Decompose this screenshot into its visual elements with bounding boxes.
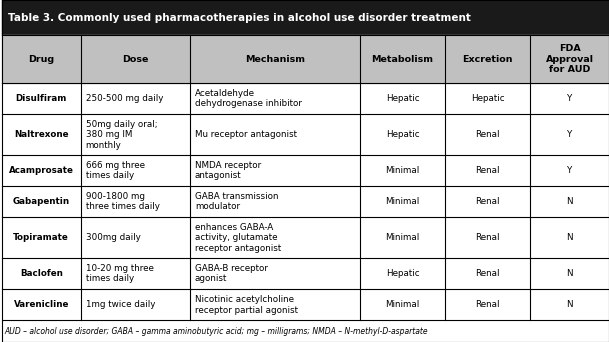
- Text: N: N: [566, 197, 573, 206]
- Text: GABA-B receptor
agonist: GABA-B receptor agonist: [195, 264, 268, 284]
- Bar: [2, 0, 609, 35]
- Bar: [2, 217, 609, 258]
- Text: enhances GABA-A
activity, glutamate
receptor antagonist: enhances GABA-A activity, glutamate rece…: [195, 223, 281, 253]
- Bar: [2, 289, 609, 320]
- Text: Gabapentin: Gabapentin: [13, 197, 70, 206]
- Text: Minimal: Minimal: [385, 166, 420, 175]
- Text: Topiramate: Topiramate: [13, 233, 69, 242]
- Bar: [2, 83, 609, 114]
- Text: Naltrexone: Naltrexone: [14, 130, 68, 139]
- Text: 300mg daily: 300mg daily: [85, 233, 140, 242]
- Text: Renal: Renal: [475, 130, 500, 139]
- Text: Mechanism: Mechanism: [245, 55, 305, 64]
- Text: Disulfiram: Disulfiram: [16, 94, 67, 103]
- Bar: [2, 114, 609, 155]
- Text: 900-1800 mg
three times daily: 900-1800 mg three times daily: [85, 192, 160, 211]
- Text: Minimal: Minimal: [385, 233, 420, 242]
- Text: Hepatic: Hepatic: [471, 94, 504, 103]
- Text: 50mg daily oral;
380 mg IM
monthly: 50mg daily oral; 380 mg IM monthly: [85, 120, 157, 149]
- Text: 10-20 mg three
times daily: 10-20 mg three times daily: [85, 264, 153, 284]
- Text: Hepatic: Hepatic: [385, 269, 420, 278]
- Text: Renal: Renal: [475, 166, 500, 175]
- Text: Nicotinic acetylcholine
receptor partial agonist: Nicotinic acetylcholine receptor partial…: [195, 295, 298, 315]
- Text: Baclofen: Baclofen: [19, 269, 63, 278]
- Bar: [2, 35, 609, 83]
- Text: Renal: Renal: [475, 233, 500, 242]
- Text: N: N: [566, 300, 573, 310]
- Text: Minimal: Minimal: [385, 300, 420, 310]
- Text: Hepatic: Hepatic: [385, 94, 420, 103]
- Text: Drug: Drug: [28, 55, 54, 64]
- Text: Renal: Renal: [475, 269, 500, 278]
- Text: AUD – alcohol use disorder; GABA – gamma aminobutyric acid; mg – milligrams; NMD: AUD – alcohol use disorder; GABA – gamma…: [5, 327, 428, 336]
- Text: 666 mg three
times daily: 666 mg three times daily: [85, 161, 144, 180]
- Bar: [2, 258, 609, 289]
- Text: Acamprosate: Acamprosate: [9, 166, 74, 175]
- Text: N: N: [566, 233, 573, 242]
- Text: Acetaldehyde
dehydrogenase inhibitor: Acetaldehyde dehydrogenase inhibitor: [195, 89, 302, 108]
- Text: Hepatic: Hepatic: [385, 130, 420, 139]
- Text: Table 3. Commonly used pharmacotherapies in alcohol use disorder treatment: Table 3. Commonly used pharmacotherapies…: [8, 13, 471, 23]
- Text: Metabolism: Metabolism: [371, 55, 434, 64]
- Text: Varenicline: Varenicline: [13, 300, 69, 310]
- Text: Y: Y: [567, 94, 572, 103]
- Text: Dose: Dose: [122, 55, 149, 64]
- Text: NMDA receptor
antagonist: NMDA receptor antagonist: [195, 161, 261, 180]
- Text: GABA transmission
modulator: GABA transmission modulator: [195, 192, 278, 211]
- Text: Minimal: Minimal: [385, 197, 420, 206]
- Text: 250-500 mg daily: 250-500 mg daily: [85, 94, 163, 103]
- Text: Y: Y: [567, 166, 572, 175]
- Text: Renal: Renal: [475, 300, 500, 310]
- Text: Excretion: Excretion: [462, 55, 513, 64]
- Text: 1mg twice daily: 1mg twice daily: [85, 300, 155, 310]
- Text: Y: Y: [567, 130, 572, 139]
- Text: Mu receptor antagonist: Mu receptor antagonist: [195, 130, 297, 139]
- Bar: [2, 186, 609, 217]
- Text: N: N: [566, 269, 573, 278]
- Text: FDA
Approval
for AUD: FDA Approval for AUD: [546, 44, 594, 74]
- Bar: [2, 155, 609, 186]
- Bar: [2, 320, 609, 342]
- Text: Renal: Renal: [475, 197, 500, 206]
